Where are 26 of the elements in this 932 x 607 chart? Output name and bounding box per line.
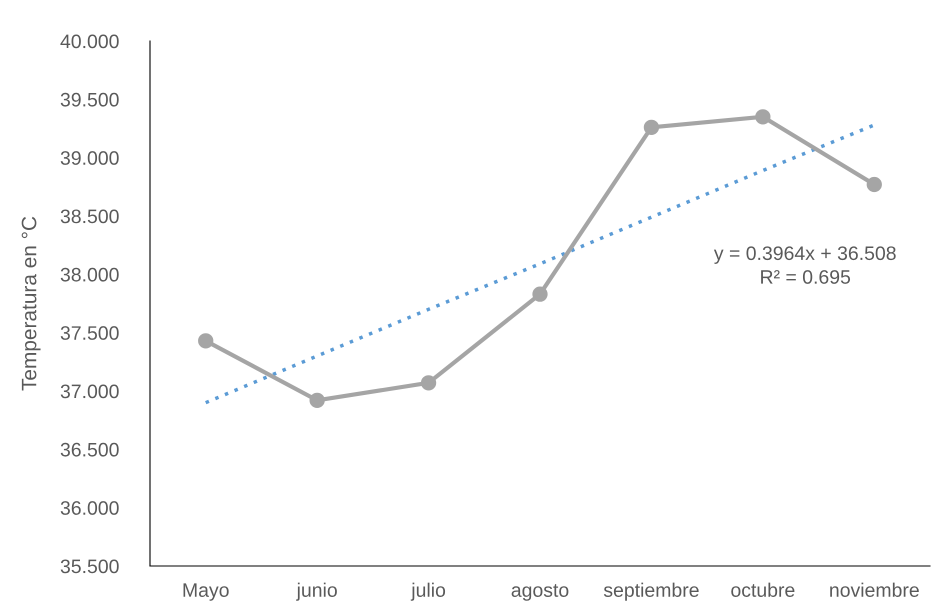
y-tick-label: 39.000 xyxy=(60,151,119,165)
y-axis-title: Temperatura en °C xyxy=(22,216,41,391)
y-tick-label: 37.000 xyxy=(60,384,119,398)
x-tick-label: Mayo xyxy=(184,583,229,601)
y-tick-label: 36.500 xyxy=(60,442,119,457)
point xyxy=(310,392,325,408)
point xyxy=(644,120,660,135)
point xyxy=(532,286,548,302)
y-tick-label: 39.500 xyxy=(60,92,119,107)
y-tick-label: 40.000 xyxy=(60,34,119,48)
point xyxy=(420,375,436,390)
x-tick-label: agosto xyxy=(512,584,568,601)
x-tick-label: septiembre xyxy=(604,582,699,601)
y-tick-label: 37.500 xyxy=(60,326,119,340)
y-tick-label: 36.000 xyxy=(60,501,119,515)
x-tick-label: julio xyxy=(410,582,446,601)
annotation: y = 0.3964x + 36.508 R² = 0.695 xyxy=(714,246,896,284)
point xyxy=(198,333,214,348)
y-tick-label: 38.000 xyxy=(60,268,119,282)
x-tick-label: octubre xyxy=(731,582,794,597)
point xyxy=(866,176,882,192)
point xyxy=(755,109,770,124)
x-tick-label: noviembre xyxy=(830,582,919,597)
y-tick-label: 35.500 xyxy=(60,559,119,574)
x-tick-label: junio xyxy=(296,582,337,601)
y-tick-label: 38.500 xyxy=(60,209,119,224)
